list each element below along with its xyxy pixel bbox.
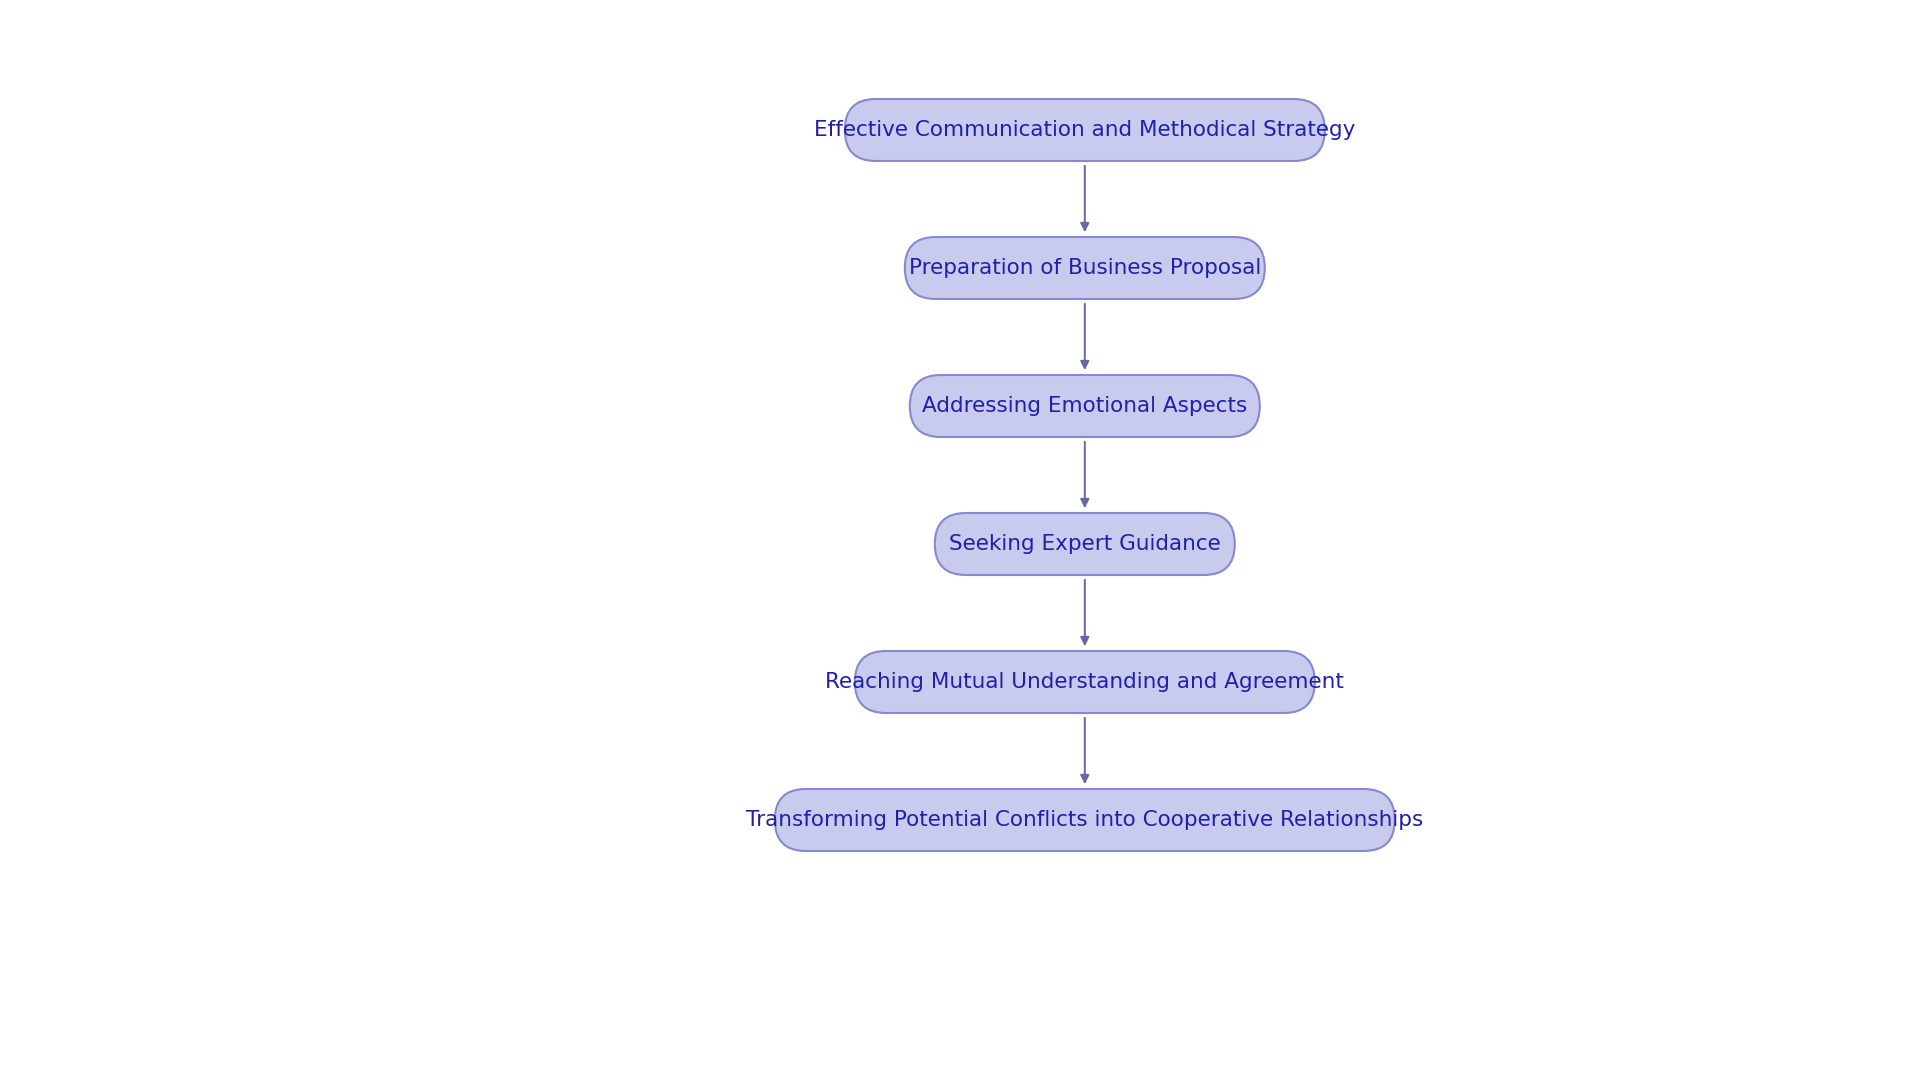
Text: Effective Communication and Methodical Strategy: Effective Communication and Methodical S… — [814, 120, 1356, 140]
FancyBboxPatch shape — [910, 375, 1260, 437]
Text: Transforming Potential Conflicts into Cooperative Relationships: Transforming Potential Conflicts into Co… — [747, 810, 1423, 831]
Text: Preparation of Business Proposal: Preparation of Business Proposal — [908, 258, 1261, 278]
FancyBboxPatch shape — [904, 237, 1265, 299]
FancyBboxPatch shape — [776, 789, 1394, 851]
Text: Reaching Mutual Understanding and Agreement: Reaching Mutual Understanding and Agreem… — [826, 672, 1344, 692]
FancyBboxPatch shape — [854, 651, 1315, 713]
FancyBboxPatch shape — [935, 513, 1235, 575]
FancyBboxPatch shape — [845, 99, 1325, 161]
Text: Addressing Emotional Aspects: Addressing Emotional Aspects — [922, 396, 1248, 416]
Text: Seeking Expert Guidance: Seeking Expert Guidance — [948, 534, 1221, 554]
